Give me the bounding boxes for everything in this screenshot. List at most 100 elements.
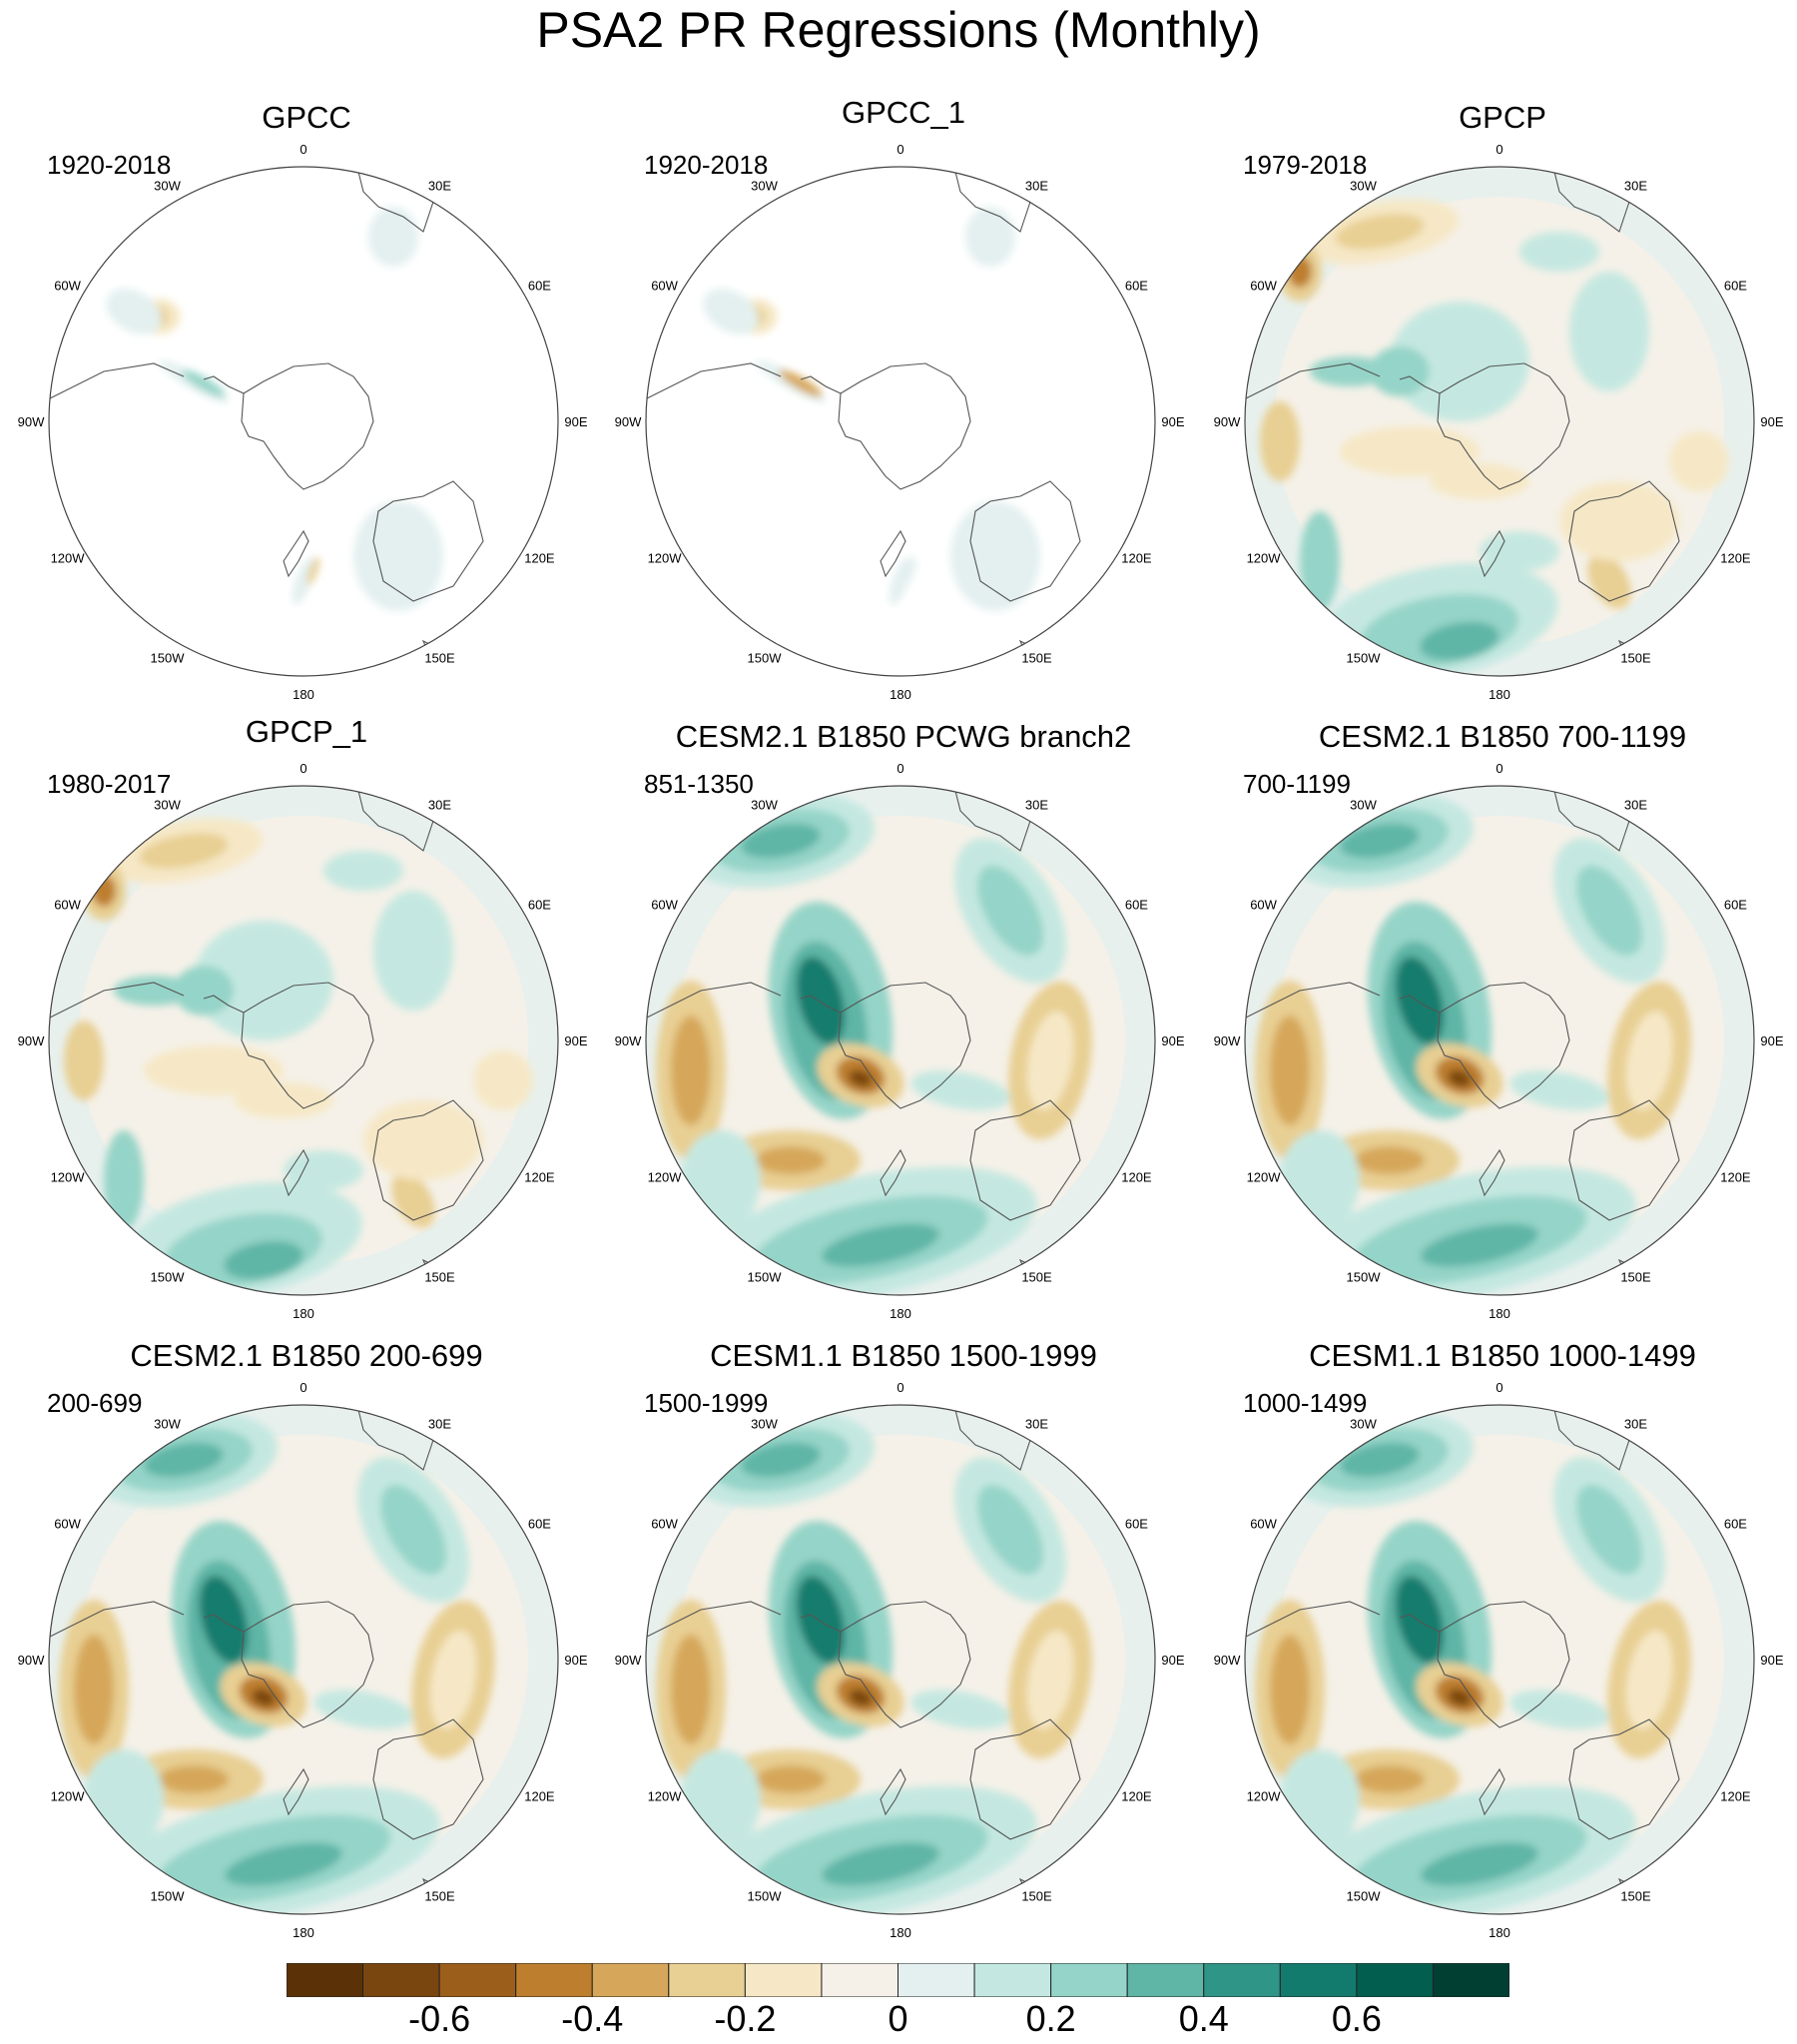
regression-contour <box>363 541 423 601</box>
panel-period: 1979-2018 <box>1243 150 1368 180</box>
regression-contour <box>1270 1016 1310 1125</box>
longitude-label: 120E <box>1121 1170 1152 1185</box>
panel-title: GPCP_1 <box>245 714 368 749</box>
longitude-label: 120E <box>1720 1170 1751 1185</box>
longitude-label: 150E <box>1620 650 1651 665</box>
regression-contour <box>182 369 226 397</box>
longitude-label: 0 <box>897 142 903 157</box>
longitude-label: 120E <box>524 1789 555 1804</box>
coastlines <box>646 1409 1081 1893</box>
polar-map: 0 30E 60E 90E 120E 150E 180 150W 120W 90W 60W 30W <box>18 142 588 702</box>
longitude-label: 90W <box>1214 1033 1241 1048</box>
longitude-label: 180 <box>890 1925 911 1940</box>
panel-period: 1920-2018 <box>47 150 172 180</box>
longitude-label: 60E <box>1125 279 1148 294</box>
longitude-label: 120W <box>648 551 683 566</box>
regression-contour <box>1448 1689 1472 1706</box>
map-boundary <box>645 166 1156 677</box>
longitude-label: 60E <box>1724 1517 1747 1532</box>
longitude-label: 150E <box>1021 1888 1052 1903</box>
longitude-label: 120W <box>51 1170 86 1185</box>
longitude-label: 90W <box>615 414 642 429</box>
regression-contour <box>1519 232 1599 272</box>
regression-contour <box>1355 1146 1425 1174</box>
regression-contour <box>960 541 1020 601</box>
panel-title: CESM2.1 B1850 200-699 <box>130 1338 483 1373</box>
longitude-label: 90E <box>1161 414 1184 429</box>
regression-contour <box>159 1765 229 1793</box>
map-background <box>49 167 558 676</box>
coastlines <box>1245 790 1680 1274</box>
regression-contour <box>1026 1011 1074 1110</box>
regression-contour <box>849 1069 873 1087</box>
panel-period: 851-1350 <box>644 769 754 799</box>
map-boundary <box>1244 1404 1755 1915</box>
longitude-label: 30E <box>1624 798 1647 813</box>
longitude-label: 30W <box>751 1417 778 1432</box>
regression-contour <box>306 556 320 586</box>
regression-contour <box>174 966 234 1016</box>
polar-map: 0 30E 60E 90E 120E 150E 180 150W 120W 90W 60W 30W <box>615 761 1185 1321</box>
longitude-label: 120E <box>1121 1789 1152 1804</box>
polar-map: 0 30E 60E 90E 120E 150E 180 150W 120W 90W 60W 30W <box>615 1380 1185 1940</box>
longitude-label: 150E <box>424 650 455 665</box>
longitude-label: 90E <box>1760 1033 1783 1048</box>
regression-contour <box>1421 1223 1538 1267</box>
longitude-label: 120W <box>51 1789 86 1804</box>
regression-contour <box>1355 1765 1425 1793</box>
colorbar-tick: 0 <box>888 1998 908 2039</box>
longitude-label: 60W <box>1250 898 1277 913</box>
longitude-label: 150W <box>748 1269 783 1284</box>
regression-contour <box>104 1130 144 1230</box>
map-boundary <box>645 1404 1156 1915</box>
regression-contour <box>373 891 453 1011</box>
longitude-label: 90E <box>1760 1653 1783 1668</box>
polar-map: 0 30E 60E 90E 120E 150E 180 150W 120W 90W 60W 30W <box>1214 761 1784 1321</box>
regression-contour <box>903 556 917 586</box>
longitude-label: 90E <box>564 1033 587 1048</box>
longitude-label: 180 <box>293 687 314 702</box>
longitude-label: 150W <box>151 650 186 665</box>
regression-contour <box>1448 1069 1472 1087</box>
regression-contour <box>224 1240 303 1280</box>
longitude-label: 30W <box>1350 1417 1377 1432</box>
panel-period: 700-1199 <box>1243 769 1351 799</box>
longitude-label: 120W <box>51 551 86 566</box>
regression-contour <box>741 823 821 859</box>
panel-title: CESM1.1 B1850 1000-1499 <box>1309 1338 1696 1373</box>
panel-title: CESM1.1 B1850 1500-1999 <box>710 1338 1097 1373</box>
longitude-label: 150W <box>1347 650 1382 665</box>
longitude-label: 180 <box>293 1306 314 1321</box>
regression-contour <box>1420 621 1499 661</box>
regression-contour <box>252 1689 276 1706</box>
longitude-label: 150W <box>1347 1269 1382 1284</box>
regression-contour <box>1509 1690 1609 1729</box>
regression-contour <box>139 833 229 869</box>
longitude-label: 150E <box>424 1888 455 1903</box>
regression-contour <box>1669 431 1729 491</box>
regression-contour <box>671 1635 711 1744</box>
regression-contour <box>1395 1576 1445 1664</box>
map-boundary <box>48 785 559 1296</box>
regression-contour <box>1026 1630 1074 1729</box>
map-boundary <box>645 785 1156 1296</box>
longitude-label: 30E <box>428 179 451 194</box>
longitude-label: 90W <box>1214 1653 1241 1668</box>
longitude-label: 0 <box>300 761 306 776</box>
longitude-label: 30W <box>1350 179 1377 194</box>
longitude-label: 90W <box>1214 414 1241 429</box>
coastlines <box>1245 1409 1680 1893</box>
longitude-label: 30W <box>154 798 181 813</box>
regression-contour <box>1300 511 1340 611</box>
regression-contour <box>796 1576 846 1664</box>
regression-contour <box>671 1016 711 1125</box>
map-panel: CESM2.1 B1850 700-1199 700-1199 0 30E 60E 90E… <box>1214 714 1797 1333</box>
longitude-label: 180 <box>1489 1925 1510 1940</box>
regression-contour <box>976 865 1044 957</box>
regression-contour <box>429 1630 477 1729</box>
regression-contour <box>1390 302 1529 421</box>
regression-contour <box>473 1050 533 1110</box>
longitude-label: 0 <box>897 1380 903 1395</box>
panel-title: CESM2.1 B1850 PCWG branch2 <box>675 719 1132 754</box>
regression-contour <box>910 1690 1010 1729</box>
